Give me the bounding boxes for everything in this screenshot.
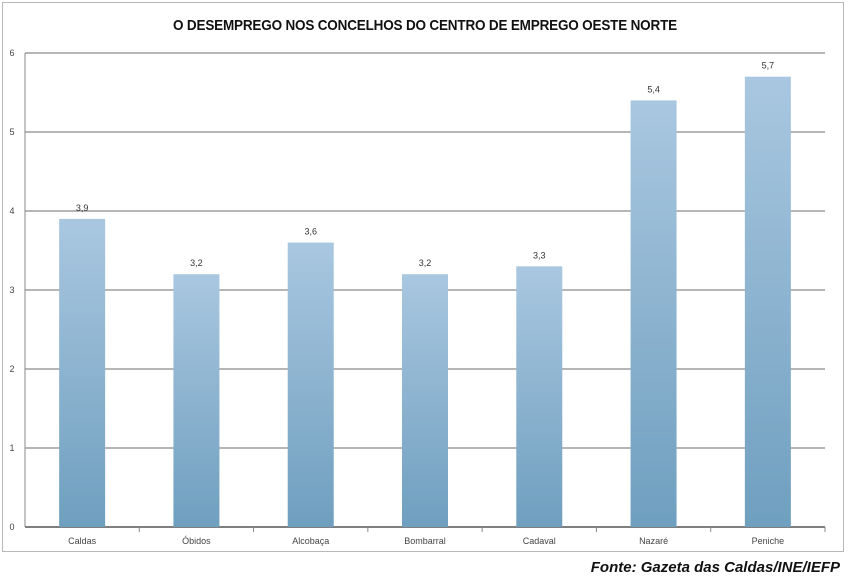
x-tick-label: Nazaré xyxy=(639,536,668,546)
x-tick-label: Alcobaça xyxy=(292,536,329,546)
x-tick-label: Óbidos xyxy=(182,536,211,546)
y-tick-label: 6 xyxy=(9,48,14,58)
bar-nazaré xyxy=(630,100,677,528)
x-tick-label: Caldas xyxy=(68,536,97,546)
source-caption: Fonte: Gazeta das Caldas/INE/IEFP xyxy=(590,559,840,576)
y-tick-label: 5 xyxy=(9,127,14,137)
y-tick-label: 0 xyxy=(9,522,14,532)
y-tick-label: 2 xyxy=(9,364,14,374)
data-label: 5,7 xyxy=(762,61,775,71)
bar-bombarral xyxy=(402,274,448,527)
x-tick-label: Peniche xyxy=(752,536,785,546)
data-label: 3,2 xyxy=(190,258,203,268)
data-label: 3,3 xyxy=(533,250,546,260)
y-tick-label: 1 xyxy=(9,443,14,453)
y-tick-label: 3 xyxy=(9,285,14,295)
x-tick-label: Bombarral xyxy=(404,536,446,546)
bar-peniche xyxy=(744,76,791,527)
bar-alcobaça xyxy=(287,242,334,527)
data-label: 3,9 xyxy=(76,203,89,213)
chart-frame xyxy=(2,2,844,552)
data-label: 3,6 xyxy=(304,227,317,237)
data-label: 5,4 xyxy=(647,84,660,94)
y-tick-label: 4 xyxy=(9,206,14,216)
x-tick-label: Cadaval xyxy=(523,536,556,546)
bar-cadaval xyxy=(516,266,563,527)
data-label: 3,2 xyxy=(419,258,432,268)
chart-title: O DESEMPREGO NOS CONCELHOS DO CENTRO DE … xyxy=(173,17,677,34)
bar-óbidos xyxy=(173,274,220,527)
bar-caldas xyxy=(59,218,106,527)
